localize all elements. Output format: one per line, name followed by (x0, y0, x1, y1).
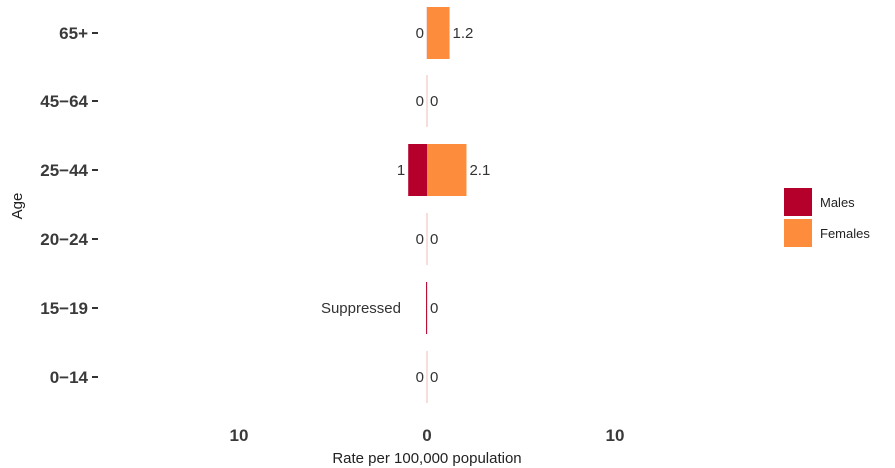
bar-label-males: 0 (416, 93, 424, 110)
y-axis-title: Age (9, 193, 26, 220)
y-tick-label: 20−24 (40, 230, 88, 249)
legend-label-females: Females (820, 226, 870, 241)
bar-label-males: 0 (416, 25, 424, 42)
x-axis: 10 0 10 (230, 426, 625, 445)
zero-line-row (426, 351, 428, 403)
bar-label-males: Suppressed (321, 300, 401, 317)
legend: Males Females (784, 188, 870, 247)
y-tick-label: 45−64 (40, 92, 88, 111)
bar-label-males: 0 (416, 231, 424, 248)
bar-label-males: 0 (416, 369, 424, 386)
bar-males (426, 282, 427, 334)
x-axis-title: Rate per 100,000 population (332, 450, 521, 467)
bars-layer (408, 7, 467, 403)
bar-label-females: 0 (430, 93, 438, 110)
zero-line-row (426, 75, 428, 127)
legend-swatch-females (784, 219, 812, 247)
bar-label-males: 1 (397, 162, 405, 179)
bar-label-females: 0 (430, 369, 438, 386)
legend-label-males: Males (820, 195, 855, 210)
bar-label-females: 1.2 (453, 25, 474, 42)
bar-males (408, 144, 427, 196)
bar-females (427, 7, 450, 59)
x-tick-label: 0 (422, 426, 431, 445)
y-tick-label: 15−19 (40, 299, 88, 318)
x-tick-label: 10 (606, 426, 625, 445)
bar-label-females: 0 (430, 300, 438, 317)
legend-swatch-males (784, 188, 812, 216)
zero-line-row (426, 213, 428, 265)
y-axis: 65+ 45−64 25−44 20−24 15−19 0−14 (40, 24, 98, 387)
x-tick-label: 10 (230, 426, 249, 445)
bar-females (427, 144, 467, 196)
y-tick-label: 0−14 (50, 368, 89, 387)
y-tick-label: 25−44 (40, 161, 88, 180)
bar-label-females: 0 (430, 231, 438, 248)
bar-label-females: 2.1 (469, 162, 490, 179)
y-tick-label: 65+ (59, 24, 88, 43)
